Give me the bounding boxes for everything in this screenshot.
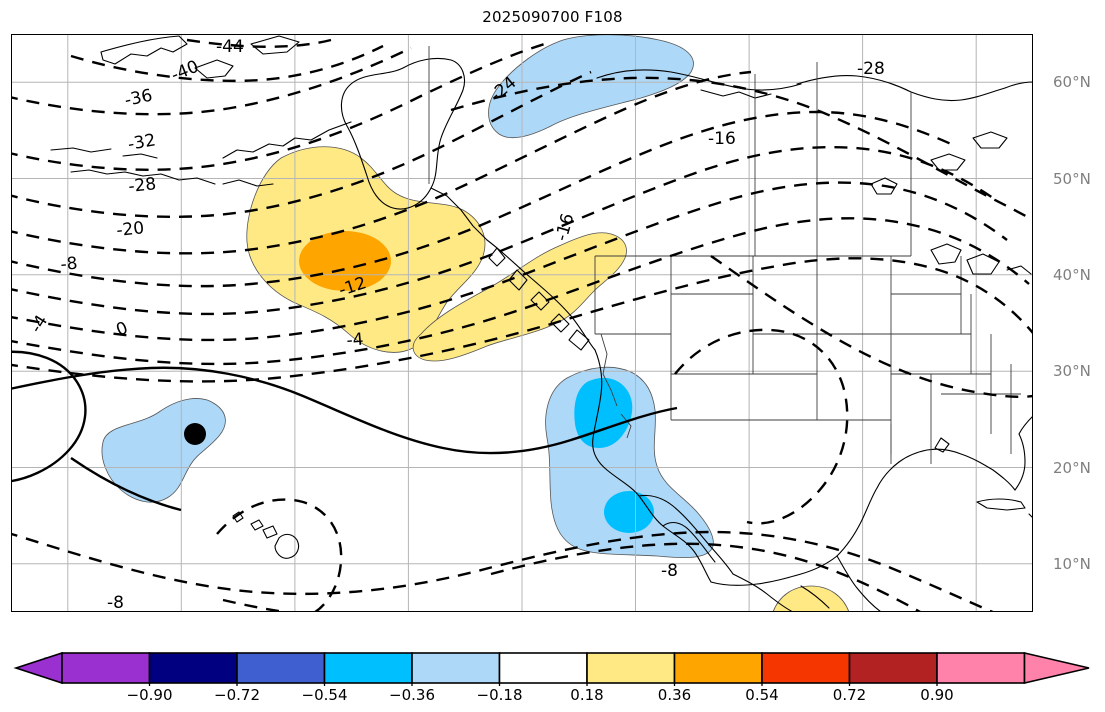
- contour-label: -28: [857, 59, 885, 79]
- colorbar-tick-label-7: 0.54: [745, 686, 779, 704]
- lat-label-50n: 50°N: [1053, 170, 1091, 188]
- lat-label-10n: 10°N: [1053, 555, 1091, 573]
- map-plot: -44 -40 -36 -32 -28 -20 -8 -4 0 -4 -12 -…: [11, 34, 1033, 612]
- contour-label: -4: [346, 330, 365, 351]
- colorbar-swatch-10: [936, 652, 1026, 684]
- colorbar-tick-label-8: 0.72: [832, 686, 867, 704]
- contour-label: -8: [107, 593, 124, 612]
- shade-positive-coastband: [412, 232, 627, 362]
- colorbar-tick-label-9: 0.90: [920, 686, 954, 704]
- colorbar-tick-label-2: −0.54: [301, 686, 348, 704]
- colorbar-ticks: [148, 683, 938, 686]
- chart-title: 2025090700 F108: [482, 8, 623, 26]
- colorbar-swatch-7: [673, 652, 763, 684]
- colorbar-tick-label-3: −0.36: [389, 686, 435, 704]
- colorbar: −0.90 −0.72 −0.54 −0.36 −0.18 0.18 0.36 …: [0, 650, 1105, 712]
- lat-label-30n: 30°N: [1053, 362, 1091, 380]
- colorbar-swatch-4: [411, 652, 501, 684]
- colorbar-tick-label-4: −0.18: [476, 686, 523, 704]
- shaded-field: [101, 34, 850, 612]
- colorbar-tick-label-5: 0.18: [570, 686, 604, 704]
- shade-negative-core-south: [604, 491, 654, 533]
- colorbar-swatch-0: [61, 652, 151, 684]
- lat-label-20n: 20°N: [1053, 459, 1091, 477]
- contour-label: -8: [60, 254, 79, 275]
- colorbar-tick-label-0: −0.90: [126, 686, 173, 704]
- colorbar-swatch-3: [323, 652, 413, 684]
- political-borders: [428, 46, 1021, 464]
- colorbar-over-arrow: [1023, 651, 1090, 685]
- lat-label-60n: 60°N: [1053, 73, 1091, 91]
- colorbar-swatch-1: [148, 652, 238, 684]
- contour-label: -28: [127, 174, 157, 197]
- lat-label-40n: 40°N: [1053, 266, 1091, 284]
- contour-lines: [11, 38, 1033, 612]
- colorbar-swatch-8: [761, 652, 851, 684]
- coastlines: [50, 35, 1033, 612]
- station-marker: [184, 423, 206, 445]
- colorbar-swatch-9: [848, 652, 938, 684]
- contour-label: -8: [661, 561, 678, 581]
- colorbar-swatch-6: [586, 652, 676, 684]
- contour-label: -20: [115, 218, 145, 241]
- shade-positive-camerica: [772, 585, 850, 612]
- colorbar-swatch-5: [498, 652, 588, 684]
- contour-label: -44: [216, 37, 244, 57]
- colorbar-tick-label-1: −0.72: [214, 686, 260, 704]
- shade-negative-yukon: [488, 34, 694, 139]
- zero-and-positive-contours: [11, 350, 678, 512]
- contour-label: -16: [708, 129, 736, 149]
- colorbar-tick-label-6: 0.36: [657, 686, 692, 704]
- shade-negative-core-north: [574, 377, 633, 448]
- colorbar-swatches: [13, 651, 1090, 686]
- negative-contours: [11, 38, 1033, 612]
- map-axes: -44 -40 -36 -32 -28 -20 -8 -4 0 -4 -12 -…: [11, 34, 1091, 672]
- contour-label: -32: [126, 130, 157, 155]
- colorbar-swatch-2: [236, 652, 326, 684]
- shade-positive-core-orange: [299, 231, 391, 291]
- colorbar-under-arrow: [13, 651, 63, 685]
